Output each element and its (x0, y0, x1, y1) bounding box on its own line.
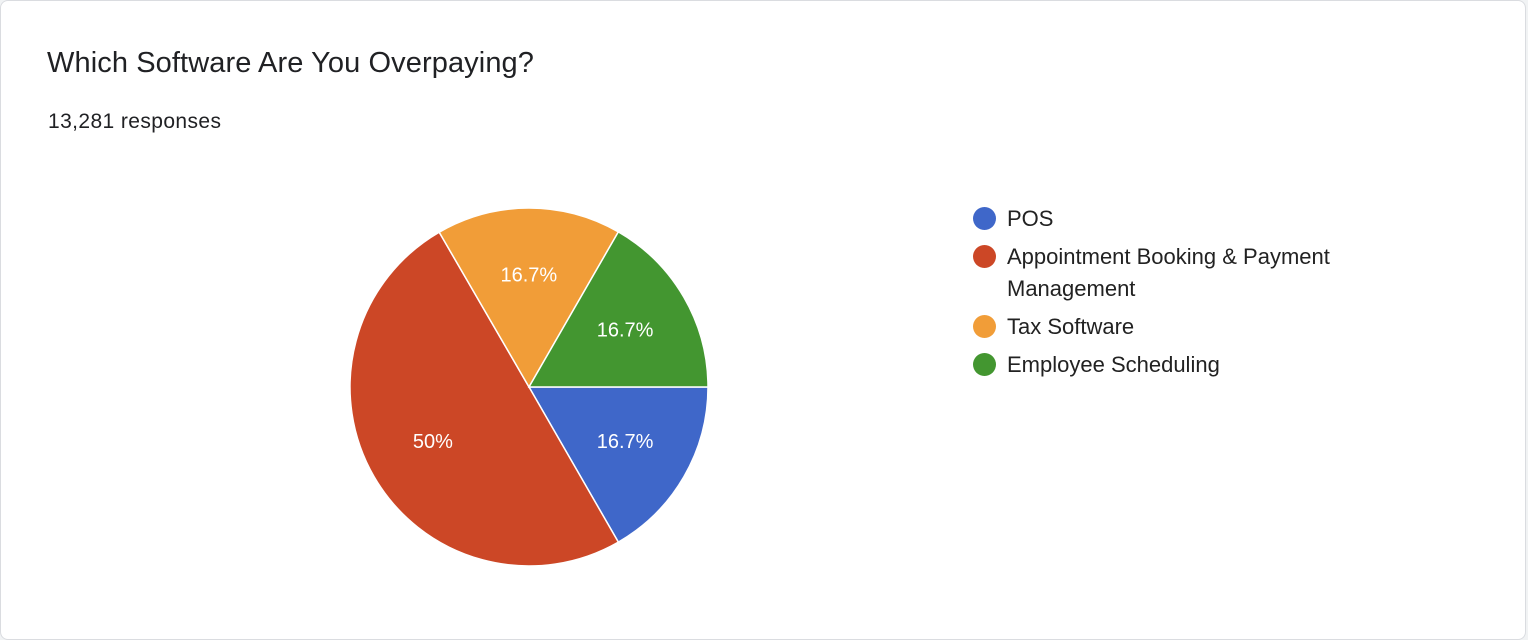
legend-label-tax-software: Tax Software (1007, 314, 1135, 339)
response-count: 13,281 responses (48, 110, 222, 133)
pie-slice-appointment-booking[interactable] (349, 231, 620, 567)
legend-item-tax-software[interactable]: Tax Software (973, 311, 1413, 343)
slice-label-tax-software: 16.7% (500, 264, 557, 286)
legend-item-employee-scheduling[interactable]: Employee Scheduling (973, 349, 1413, 381)
legend-label-pos: POS (1007, 206, 1054, 231)
legend-label-appointment-booking: Appointment Booking & Payment Management (1007, 244, 1330, 301)
legend-item-pos[interactable]: POS (973, 203, 1413, 235)
legend-swatch-appointment-booking (973, 245, 996, 268)
legend-swatch-employee-scheduling (973, 353, 996, 376)
slice-label-pos: 16.7% (597, 431, 654, 453)
legend-item-appointment-booking[interactable]: Appointment Booking & Payment Management (973, 241, 1413, 305)
legend: POS Appointment Booking & Payment Manage… (973, 203, 1413, 387)
legend-label-employee-scheduling: Employee Scheduling (1007, 352, 1220, 377)
pie-slice-employee-scheduling[interactable] (527, 230, 709, 388)
legend-swatch-tax-software (973, 315, 996, 338)
pie-slice-pos[interactable] (527, 386, 709, 544)
slice-label-appointment-booking: 50% (413, 431, 453, 453)
slice-label-employee-scheduling: 16.7% (597, 320, 654, 342)
pie-slice-tax-software[interactable] (438, 207, 620, 389)
legend-swatch-pos (973, 207, 996, 230)
chart-title: Which Software Are You Overpaying? (47, 47, 535, 79)
